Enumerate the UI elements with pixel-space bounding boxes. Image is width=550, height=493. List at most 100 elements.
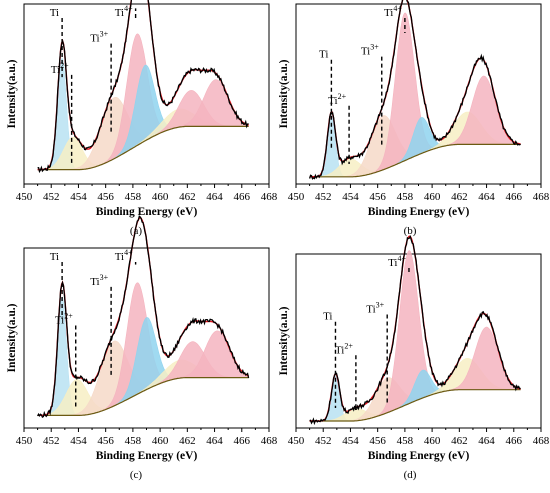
annotation-label: Ti3+ xyxy=(90,273,108,288)
annotation-label-superscript: 2+ xyxy=(338,92,347,101)
x-tick-label: 452 xyxy=(43,191,60,203)
x-tick-label: 464 xyxy=(478,191,495,203)
annotation-label-superscript: 3+ xyxy=(100,273,109,282)
x-tick-label: 452 xyxy=(315,191,332,203)
annotation-label-base: Ti xyxy=(50,7,59,19)
x-tick-label: 466 xyxy=(506,435,523,447)
x-tick-label: 452 xyxy=(315,435,332,447)
annotation-label-base: Ti xyxy=(50,251,59,263)
y-axis-label: Intensity(a.u.) xyxy=(278,306,290,375)
x-tick-label: 450 xyxy=(288,191,305,203)
panel-caption: (d) xyxy=(404,469,417,481)
x-tick-label: 450 xyxy=(288,435,305,447)
panel-d: 450 452 454 456 458 460 462 464 466 468 Binding En… xyxy=(278,235,550,481)
x-tick-label: 462 xyxy=(179,435,196,447)
annotation-ti-metal: Ti xyxy=(50,7,63,78)
x-axis-ticks: 450 452 454 456 458 460 462 464 466 468 xyxy=(288,184,550,203)
x-tick-label: 468 xyxy=(533,435,550,447)
annotation-label: Ti3+ xyxy=(90,30,108,45)
annotation-ti-2plus: Ti2+ xyxy=(55,311,77,408)
x-tick-label: 458 xyxy=(125,435,142,447)
annotation-ti-metal: Ti xyxy=(319,49,333,148)
annotation-label: Ti xyxy=(50,251,59,263)
annotation-ti-4plus: Ti4+ xyxy=(384,4,406,34)
x-tick-label: 460 xyxy=(152,435,169,447)
y-axis-label: Intensity(a.u.) xyxy=(6,59,18,128)
annotation-ti-3plus: Ti3+ xyxy=(90,273,112,375)
annotation-label-base: Ti xyxy=(115,251,124,263)
annotation-ti-3plus: Ti3+ xyxy=(366,301,388,403)
x-tick-label: 454 xyxy=(342,191,359,203)
y-axis-label: Intensity(a.u.) xyxy=(278,59,290,128)
x-tick-label: 456 xyxy=(97,435,114,447)
annotation-label: Ti4+ xyxy=(384,4,402,19)
panel-a: 450 452 454 456 458 460 462 464 466 468 Binding En… xyxy=(6,0,278,237)
annotation-ti-3plus: Ti3+ xyxy=(361,43,383,145)
background-line xyxy=(309,143,521,178)
x-tick-label: 464 xyxy=(206,435,223,447)
x-tick-label: 462 xyxy=(451,191,468,203)
annotation-label: Ti3+ xyxy=(361,43,379,58)
annotation-label-superscript: 3+ xyxy=(370,43,379,52)
annotation-label: Ti xyxy=(319,49,328,61)
x-tick-label: 454 xyxy=(70,191,87,203)
x-tick-label: 468 xyxy=(261,191,278,203)
x-tick-label: 458 xyxy=(125,191,142,203)
annotation-ti-metal: Ti xyxy=(323,311,337,408)
x-tick-label: 454 xyxy=(70,435,87,447)
panel-caption: (a) xyxy=(130,225,143,237)
annotation-ti-metal: Ti xyxy=(50,251,63,319)
panel-b: 450 452 454 456 458 460 462 464 466 468 Binding En… xyxy=(278,0,550,237)
x-axis-ticks: 450 452 454 456 458 460 462 464 466 468 xyxy=(16,184,278,203)
annotation-label-superscript: 2+ xyxy=(60,61,69,70)
annotation-label-superscript: 4+ xyxy=(124,248,133,257)
annotation-ti-3plus: Ti3+ xyxy=(90,30,112,132)
x-tick-label: 460 xyxy=(424,435,441,447)
annotation-label: Ti3+ xyxy=(366,301,384,316)
panel-c: 450 452 454 456 458 460 462 464 466 468 Binding En… xyxy=(6,215,278,481)
annotation-label: Ti2+ xyxy=(55,311,73,326)
annotation-label-base: Ti xyxy=(335,344,344,356)
x-tick-label: 466 xyxy=(234,435,251,447)
x-axis-label: Binding Energy (eV) xyxy=(368,206,470,218)
annotation-ti-2plus: Ti2+ xyxy=(335,341,357,408)
x-tick-label: 462 xyxy=(451,435,468,447)
x-tick-label: 462 xyxy=(179,191,196,203)
experimental-line xyxy=(308,0,521,180)
annotation-label: Ti2+ xyxy=(51,61,69,76)
annotation-label: Ti2+ xyxy=(335,341,353,356)
panel-caption: (b) xyxy=(404,225,417,237)
annotation-label-base: Ti xyxy=(90,276,99,288)
panel-caption: (c) xyxy=(130,469,143,481)
annotation-label: Ti4+ xyxy=(115,248,133,263)
annotation-label-superscript: 2+ xyxy=(344,341,353,350)
x-tick-label: 456 xyxy=(369,435,386,447)
annotation-ti-4plus: Ti4+ xyxy=(388,254,410,273)
annotation-label-superscript: 4+ xyxy=(393,4,402,13)
annotation-label-base: Ti xyxy=(55,314,64,326)
annotation-label: Ti xyxy=(323,311,332,323)
annotation-label-superscript: 2+ xyxy=(64,311,73,320)
x-tick-label: 460 xyxy=(152,191,169,203)
annotation-label: Ti2+ xyxy=(328,92,346,107)
annotation-label-superscript: 3+ xyxy=(376,301,385,310)
annotation-label-base: Ti xyxy=(361,46,370,58)
annotation-label-superscript: 4+ xyxy=(397,254,406,263)
annotation-label-base: Ti xyxy=(319,49,328,61)
x-tick-label: 460 xyxy=(424,191,441,203)
x-tick-label: 458 xyxy=(397,191,414,203)
x-tick-label: 458 xyxy=(397,435,414,447)
annotation-label-base: Ti xyxy=(51,64,60,76)
experimental-line xyxy=(309,235,521,426)
experimental-line xyxy=(37,0,249,174)
x-axis-label: Binding Energy (eV) xyxy=(96,206,198,218)
annotation-label-base: Ti xyxy=(115,7,124,19)
x-tick-label: 450 xyxy=(16,435,33,447)
x-axis-label: Binding Energy (eV) xyxy=(96,450,198,462)
x-tick-label: 464 xyxy=(478,435,495,447)
x-tick-label: 468 xyxy=(533,191,550,203)
annotation-ti-4plus: Ti4+ xyxy=(115,248,137,265)
annotation-label: Ti4+ xyxy=(115,4,133,19)
annotation-label-base: Ti xyxy=(328,95,337,107)
